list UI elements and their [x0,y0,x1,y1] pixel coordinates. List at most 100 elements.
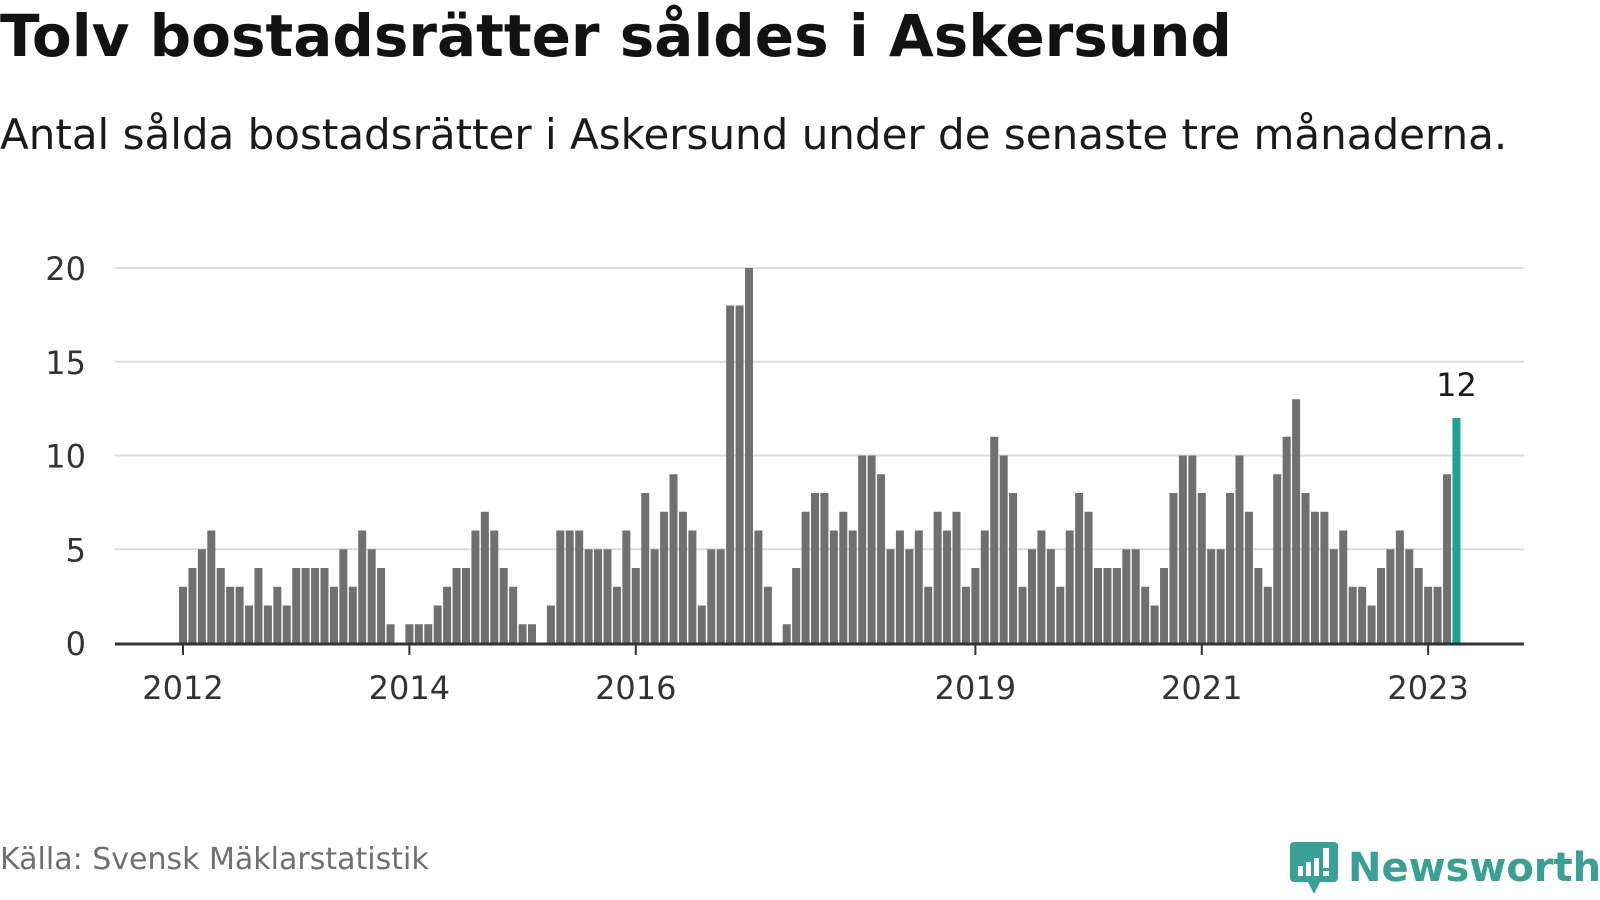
bar [1027,549,1036,643]
bar [518,624,527,643]
bar [1310,511,1319,643]
y-tick-label: 5 [66,531,86,569]
bar [471,530,480,643]
bar [1094,568,1102,643]
bar [735,305,744,643]
x-tick-label: 2016 [595,669,676,707]
bar [1386,549,1395,643]
bar [990,436,999,643]
bar [433,605,442,643]
bar [877,474,886,643]
bar [546,605,555,643]
bar [650,549,659,643]
bar-highlight [1452,418,1461,643]
bar [405,624,414,643]
bar [1405,549,1414,643]
bar [1216,549,1225,643]
bar [179,586,187,643]
bar [226,586,235,643]
bar [641,493,650,643]
brand-name: Newsworthy [1348,845,1600,891]
bar [1056,586,1065,643]
bar [188,568,197,643]
bar [726,305,735,643]
bar [1122,549,1131,643]
bar [660,511,669,643]
bar [320,568,329,643]
bar [424,624,433,643]
bar [1065,530,1074,643]
y-tick-label: 20 [45,250,86,288]
bar [584,549,593,643]
bar [933,511,942,643]
bar [1320,511,1329,643]
bar [744,268,753,643]
bar [999,455,1008,643]
bar [1433,586,1442,643]
bar [1207,549,1216,643]
bar [839,511,848,643]
bar [1018,586,1027,643]
bar [414,624,423,643]
source-note: Källa: Svensk Mäklarstatistik [0,842,429,877]
bar [1046,549,1055,643]
bar [348,586,357,643]
bar [820,493,829,643]
data-label-latest: 12 [1436,366,1477,404]
bar [1103,568,1112,643]
bar [1160,568,1169,643]
bar [386,624,395,643]
bar [499,568,508,643]
bar [754,530,763,643]
bar [1188,455,1197,643]
bar [971,568,980,643]
bar [1169,493,1178,643]
bar [697,605,706,643]
bar [631,568,640,643]
bar [716,549,725,643]
bar [858,455,867,643]
bar [594,549,603,643]
bar [792,568,801,643]
bar [1376,568,1385,643]
bar [811,493,820,643]
bar [1178,455,1187,643]
bar [254,568,263,643]
chart-title: Tolv bostadsrätter såldes i Askersund [0,2,1232,70]
bar [1329,549,1338,643]
bar [1112,568,1121,643]
bar [1226,493,1235,643]
bar [235,586,244,643]
bar [273,586,282,643]
bar [480,511,489,643]
bar [1197,493,1206,643]
bar [980,530,989,643]
x-tick-label: 2019 [935,669,1016,707]
bar [282,605,291,643]
bar [292,568,301,643]
bar [207,530,216,643]
bar [1273,474,1282,643]
bar [301,568,310,643]
bar [1301,493,1310,643]
bar [1424,586,1433,643]
gridlines [115,267,1524,551]
bar [461,568,470,643]
bar [678,511,687,643]
x-tick-label: 2014 [369,669,450,707]
bar [1348,586,1357,643]
x-tick-label: 2012 [142,669,223,707]
newsworthy-bars-icon [1290,842,1338,894]
bar [1037,530,1046,643]
bar [707,549,716,643]
bar [952,511,961,643]
bar [1263,586,1272,643]
bar [1235,455,1244,643]
bar [339,549,348,643]
bar [1339,530,1348,643]
bar [245,605,254,643]
bar [886,549,895,643]
bar [263,605,272,643]
bar [528,624,537,643]
bar [377,568,386,643]
